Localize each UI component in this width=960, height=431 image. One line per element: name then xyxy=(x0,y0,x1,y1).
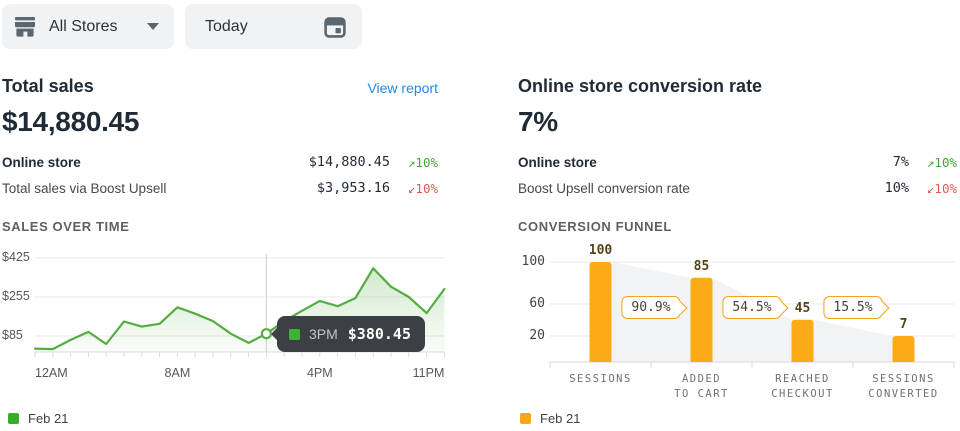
metric-label: Boost Upsell conversion rate xyxy=(518,180,690,196)
hover-point-marker xyxy=(260,328,272,340)
trend-pct: 10% xyxy=(415,154,438,170)
conversion-rate-tag: 90.9% xyxy=(621,296,681,319)
metric-value: $14,880.45 xyxy=(308,154,390,170)
y-axis-label: 20 xyxy=(529,328,545,343)
y-axis-label: 60 xyxy=(529,296,545,311)
chevron-down-icon xyxy=(147,23,159,30)
tooltip-value: $380.45 xyxy=(347,325,411,343)
x-axis-label: 8AM xyxy=(164,366,191,380)
x-axis-label: 12AM xyxy=(35,366,68,380)
funnel-category-label: REACHED CHECKOUT xyxy=(771,373,834,400)
bar-value-label: 100 xyxy=(588,243,613,258)
trend-pct: 10% xyxy=(934,154,957,170)
date-selector-button[interactable]: Today xyxy=(185,4,362,49)
conversion-rate-tag: 54.5% xyxy=(722,296,782,319)
trend-up-arrow-icon: ↗ xyxy=(407,154,416,170)
metric-label: Online store xyxy=(518,154,597,170)
legend-label: Feb 21 xyxy=(28,411,69,426)
bar-value-label: 45 xyxy=(794,300,811,316)
metric-value: 7% xyxy=(892,154,909,170)
trend-badge-down: ↙10% xyxy=(909,181,957,196)
trend-down-arrow-icon: ↙ xyxy=(926,180,935,196)
calendar-icon xyxy=(324,16,346,38)
chart-tooltip: 3PM $380.45 xyxy=(277,316,425,352)
conversion-funnel-header: CONVERSION FUNNEL xyxy=(518,219,672,234)
metric-value: 10% xyxy=(884,180,909,196)
metric-row-boost-upsell-rate: Boost Upsell conversion rate 10% ↙10% xyxy=(518,178,957,198)
funnel-bar-reached-checkout[interactable] xyxy=(791,319,814,362)
funnel-bar-sessions[interactable] xyxy=(589,262,612,362)
x-axis-label: 11PM xyxy=(412,366,445,380)
sales-legend: Feb 21 xyxy=(8,411,68,426)
y-axis-label: $85 xyxy=(2,328,23,342)
trend-pct: 10% xyxy=(415,180,438,196)
metric-label: Online store xyxy=(2,154,81,170)
topbar: All Stores Today xyxy=(0,0,960,56)
metric-row-online-store-rate: Online store 7% ↗10% xyxy=(518,152,957,172)
storefront-icon xyxy=(15,16,35,37)
funnel-bar-added-to-cart[interactable] xyxy=(690,277,713,362)
view-report-link[interactable]: View report xyxy=(367,80,438,96)
funnel-category-label: ADDED TO CART xyxy=(674,373,729,400)
sales-over-time-chart[interactable]: $85 $255 $425 12AM 8AM 4PM 11PM 3PM $380.45 xyxy=(2,248,460,406)
sales-line-series[interactable] xyxy=(33,267,446,351)
store-selector-label: All Stores xyxy=(49,17,118,35)
trend-badge-down: ↙10% xyxy=(390,181,438,196)
metric-label: Total sales via Boost Upsell xyxy=(2,180,167,196)
funnel-category-label: SESSIONS xyxy=(569,373,632,385)
metric-value: $3,953.16 xyxy=(316,180,390,196)
conversion-rate-tag: 15.5% xyxy=(823,296,883,319)
x-axis-label: 4PM xyxy=(306,366,333,380)
sales-over-time-header: SALES OVER TIME xyxy=(2,219,130,234)
funnel-category-label: SESSIONS CONVERTED xyxy=(868,373,939,400)
total-sales-value: $14,880.45 xyxy=(2,106,140,137)
y-axis-label: $425 xyxy=(2,250,30,264)
trend-badge-up: ↗10% xyxy=(390,155,438,170)
y-axis-label: $255 xyxy=(2,289,30,303)
bar-value-label: 85 xyxy=(693,258,710,274)
tooltip-series-swatch xyxy=(289,328,300,340)
funnel-legend: Feb 21 xyxy=(520,411,580,426)
conversion-funnel-chart[interactable]: 20 60 100 100 SESSIONS 85 ADDED TO CART 45 REACHE… xyxy=(518,243,957,406)
trend-up-arrow-icon: ↗ xyxy=(926,154,935,170)
trend-badge-up: ↗10% xyxy=(909,155,957,170)
conversion-rate-value: 7% xyxy=(518,106,558,137)
funnel-bar-sessions-converted[interactable] xyxy=(892,336,915,362)
legend-swatch-orange xyxy=(520,413,531,424)
y-axis-label: 100 xyxy=(521,254,545,269)
trend-down-arrow-icon: ↙ xyxy=(407,180,416,196)
bar-value-label: 7 xyxy=(899,317,908,332)
legend-swatch-green xyxy=(8,413,19,424)
store-selector-button[interactable]: All Stores xyxy=(2,4,174,49)
legend-label: Feb 21 xyxy=(540,411,581,426)
metric-row-boost-upsell-sales: Total sales via Boost Upsell $3,953.16 ↙… xyxy=(2,178,438,198)
metric-row-online-store-sales: Online store $14,880.45 ↗10% xyxy=(2,152,438,172)
tooltip-time: 3PM xyxy=(309,326,338,342)
total-sales-title: Total sales xyxy=(2,76,94,96)
date-selector-label: Today xyxy=(205,17,248,35)
trend-pct: 10% xyxy=(934,180,957,196)
conversion-rate-title: Online store conversion rate xyxy=(518,76,763,96)
